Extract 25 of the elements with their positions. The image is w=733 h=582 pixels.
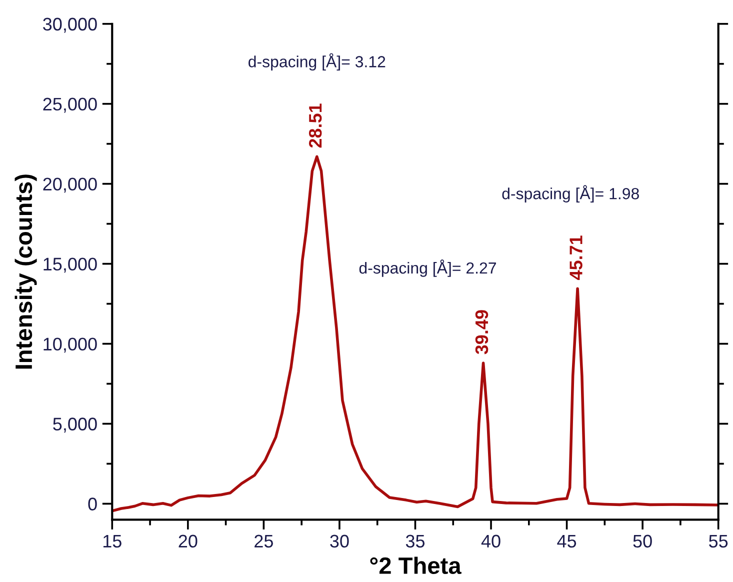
x-tick-label: 55	[709, 534, 728, 548]
y-tick-label: 15,000	[44, 258, 97, 273]
y-tick-label: 10,000	[44, 338, 97, 353]
x-tick-label: 35	[406, 534, 425, 548]
annotation: d-spacing [Å]= 2.27	[359, 260, 496, 277]
y-tick-label: 5,000	[53, 418, 97, 433]
y-tick-label: 30,000	[43, 18, 97, 33]
x-tick-label: 15	[103, 534, 122, 548]
x-tick-label: 25	[254, 534, 273, 548]
x-tick-label: 20	[178, 534, 198, 548]
x-tick-label: 50	[633, 534, 652, 548]
x-tick-label: 30	[330, 534, 349, 548]
y-tick-label: 0	[88, 498, 97, 510]
annotation: d-spacing [Å]= 3.12	[248, 53, 386, 71]
annotation: 39.49	[475, 310, 488, 354]
annotation: d-spacing [Å]= 1.98	[502, 185, 639, 202]
line-series	[112, 155, 718, 512]
y-tick-label: 20,000	[43, 178, 97, 193]
x-axis-title: °2 Theta	[370, 556, 462, 574]
annotation: 28.51	[308, 104, 322, 148]
y-axis-title: Intensity (counts)	[14, 174, 37, 369]
annotation: 45.71	[570, 236, 582, 280]
x-tick-label: 45	[557, 534, 576, 548]
y-tick-label: 25,000	[43, 98, 97, 113]
x-tick-label: 40	[481, 534, 500, 548]
